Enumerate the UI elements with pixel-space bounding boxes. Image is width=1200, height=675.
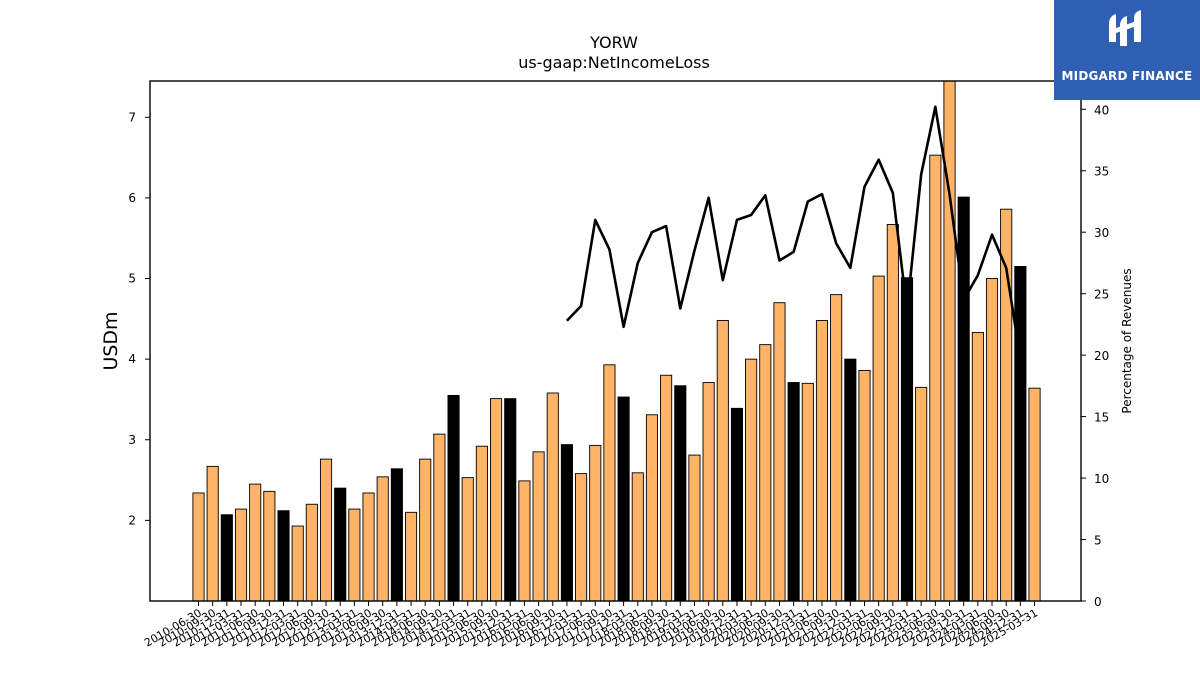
bar	[334, 487, 347, 602]
y-tick-label: 6	[128, 191, 136, 205]
bar	[575, 473, 588, 602]
bar	[801, 382, 814, 602]
right-axis: 0 5 10 15 20 25 30 35 40	[1081, 103, 1109, 609]
bar	[419, 458, 432, 602]
bar	[730, 407, 744, 602]
bar	[1014, 265, 1027, 602]
bar	[773, 302, 786, 602]
bar	[405, 511, 418, 602]
bar	[518, 480, 531, 602]
bar	[461, 477, 474, 602]
bar	[277, 510, 290, 602]
bar	[716, 319, 729, 602]
bar	[745, 358, 758, 602]
bar	[645, 414, 658, 602]
bar	[815, 319, 829, 602]
y-tick-label: 5	[128, 272, 136, 286]
bar	[362, 492, 375, 602]
bar	[1028, 387, 1041, 602]
bar	[532, 451, 545, 602]
bar	[702, 382, 715, 602]
bar	[490, 398, 503, 602]
y2-tick-label: 20	[1094, 349, 1109, 363]
y-tick-label: 2	[128, 513, 136, 527]
bar	[447, 394, 460, 602]
bar	[674, 385, 687, 602]
bar	[957, 196, 970, 602]
bar	[886, 224, 899, 602]
bar	[900, 277, 914, 602]
line-series	[565, 105, 1022, 360]
chart-title: YORW	[589, 33, 638, 52]
y-axis-label: USDm	[100, 311, 122, 370]
bar	[348, 508, 361, 602]
bar	[660, 374, 673, 602]
y-tick-label: 3	[128, 433, 136, 447]
bar	[192, 492, 205, 602]
y2-axis-label: Percentage of Revenues	[1120, 268, 1134, 413]
bar	[844, 358, 857, 602]
y2-tick-label: 5	[1094, 534, 1102, 548]
y2-tick-label: 10	[1094, 472, 1109, 486]
y2-tick-label: 15	[1094, 411, 1109, 425]
bar	[263, 490, 276, 602]
bar	[787, 382, 800, 602]
bar	[376, 476, 389, 602]
bar	[206, 465, 219, 602]
bar	[943, 80, 956, 602]
bar	[688, 454, 701, 602]
bar	[759, 344, 772, 602]
bar	[631, 472, 644, 602]
bar	[560, 444, 573, 602]
bar	[872, 275, 885, 602]
left-axis: 2 3 4 5 6 7	[128, 110, 150, 527]
bar	[617, 396, 630, 602]
bar	[603, 364, 616, 602]
y2-tick-label: 35	[1094, 165, 1109, 179]
y2-tick-label: 30	[1094, 226, 1109, 240]
bar	[390, 468, 403, 602]
bar	[858, 369, 871, 602]
bar	[433, 433, 446, 602]
x-axis: 2010-06-302010-09-302010-12-312011-03-31…	[142, 601, 1040, 650]
bar	[830, 294, 843, 602]
bar	[971, 332, 984, 602]
bar	[319, 458, 333, 602]
bar	[234, 508, 248, 602]
brand-logo: MIDGARD FINANCE	[1054, 0, 1200, 100]
bar	[220, 514, 233, 602]
bar-series	[192, 80, 1041, 602]
plot-frame	[149, 80, 1082, 602]
logo-mark-icon	[1109, 10, 1141, 46]
bar	[305, 503, 318, 602]
bar	[249, 483, 262, 602]
brand-name: MIDGARD FINANCE	[1061, 69, 1193, 83]
bar	[475, 445, 488, 602]
bar	[291, 525, 304, 602]
bar	[985, 278, 999, 602]
bar	[929, 154, 942, 602]
bar	[915, 386, 928, 602]
y-tick-label: 4	[128, 352, 136, 366]
chart-subtitle: us-gaap:NetIncomeLoss	[518, 53, 710, 72]
y2-tick-label: 25	[1094, 288, 1109, 302]
bar	[504, 398, 517, 602]
y2-tick-label: 40	[1094, 103, 1109, 117]
line-path	[565, 105, 1022, 360]
y2-tick-label: 0	[1094, 595, 1102, 609]
bar	[546, 392, 559, 602]
y-tick-label: 7	[128, 110, 136, 124]
bar	[589, 444, 602, 602]
